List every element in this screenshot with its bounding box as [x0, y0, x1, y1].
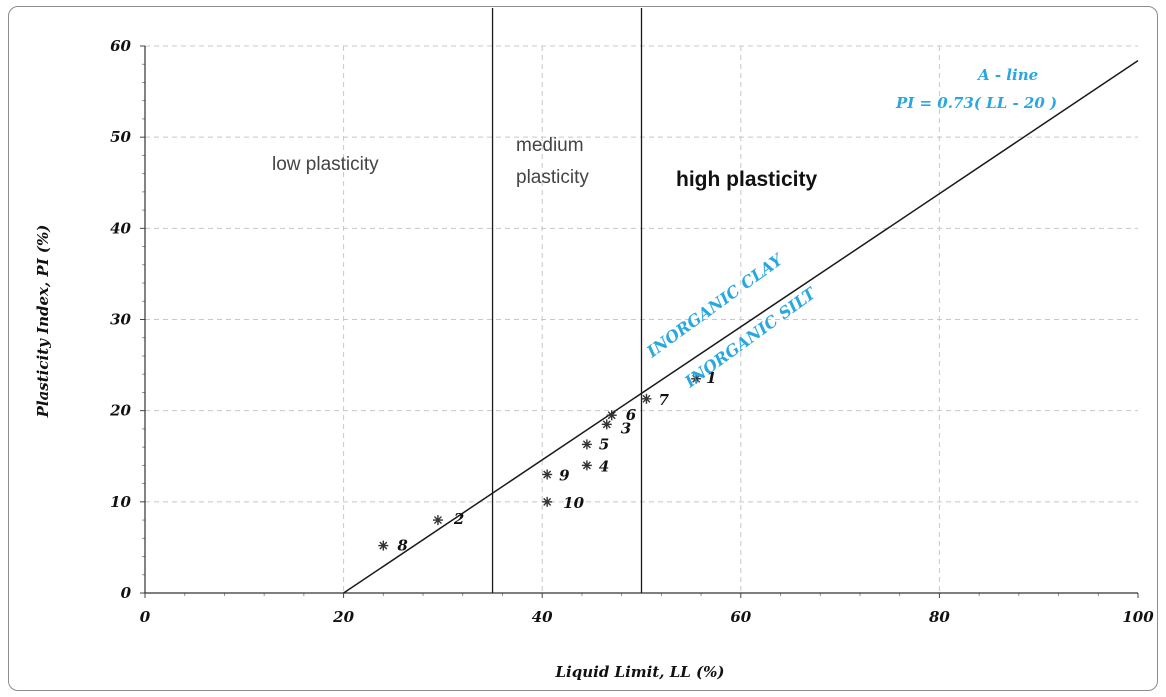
y-tick-label: 50 — [110, 128, 131, 146]
data-point-1 — [691, 373, 702, 384]
inorganic-silt-label: INORGANIC SILT — [680, 283, 820, 392]
data-point-6 — [606, 410, 617, 421]
marker-stroke — [582, 461, 591, 470]
marker-stroke — [642, 394, 651, 403]
y-tick-label: 30 — [110, 311, 131, 329]
x-tick-label: 80 — [929, 608, 950, 626]
data-point-5 — [581, 439, 592, 450]
point-label-3: 3 — [621, 419, 631, 437]
a-line-name: A - line — [976, 66, 1038, 84]
zone-low-label: low plasticity — [272, 154, 379, 175]
y-tick-label: 0 — [121, 584, 132, 602]
point-label-7: 7 — [658, 391, 669, 409]
marker-stroke — [543, 497, 552, 506]
x-tick-label: 0 — [140, 608, 151, 626]
y-tick-label: 40 — [110, 219, 131, 237]
data-points: 1 2 3 4 56 7 8 9 10 — [378, 369, 717, 555]
a-line-path — [343, 59, 1139, 594]
data-point-8 — [378, 540, 389, 551]
data-point-4 — [581, 460, 592, 471]
axes — [140, 45, 1139, 598]
x-tick-label: 100 — [1122, 608, 1154, 626]
point-label-2: 2 — [453, 510, 464, 528]
tick-labels: 0 10 20 30 40 50 60 0 20 40 60 80 100 — [109, 37, 1154, 626]
marker-stroke — [607, 411, 616, 420]
x-tick-label: 60 — [730, 608, 751, 626]
a-line-equation: PI = 0.73( LL - 20 ) — [895, 94, 1057, 112]
y-tick-label: 60 — [110, 37, 131, 55]
chart-frame — [8, 6, 1158, 691]
marker-stroke — [433, 516, 442, 525]
zone-medium-label-line2: plasticity — [516, 167, 589, 188]
point-label-10: 10 — [563, 494, 584, 512]
marker-stroke — [692, 374, 701, 383]
point-label-9: 9 — [559, 466, 570, 484]
marker-stroke — [543, 470, 552, 479]
data-point-10 — [542, 496, 553, 507]
point-label-6: 6 — [626, 406, 637, 424]
data-point-9 — [542, 469, 553, 480]
marker-stroke — [582, 440, 591, 449]
data-point-7 — [641, 393, 652, 404]
y-tick-label: 20 — [109, 402, 131, 420]
data-point-2 — [432, 515, 443, 526]
point-label-5: 5 — [599, 435, 609, 453]
marker-stroke — [602, 420, 611, 429]
a-line — [343, 59, 1139, 594]
y-tick-label: 10 — [110, 493, 131, 511]
marker-stroke — [379, 541, 388, 550]
point-label-1: 1 — [706, 369, 716, 387]
zone-high-label: high plasticity — [676, 168, 818, 191]
x-tick-label: 40 — [532, 608, 553, 626]
point-label-4: 4 — [599, 457, 609, 475]
x-axis-title: Liquid Limit, LL (%) — [555, 663, 725, 681]
zone-boundaries — [491, 8, 643, 593]
data-point-3 — [601, 419, 612, 430]
point-label-8: 8 — [397, 537, 408, 555]
y-axis-title: Plasticity Index, PI (%) — [34, 225, 52, 419]
zone-medium-label-line1: medium — [516, 135, 584, 156]
x-tick-label: 20 — [332, 608, 354, 626]
